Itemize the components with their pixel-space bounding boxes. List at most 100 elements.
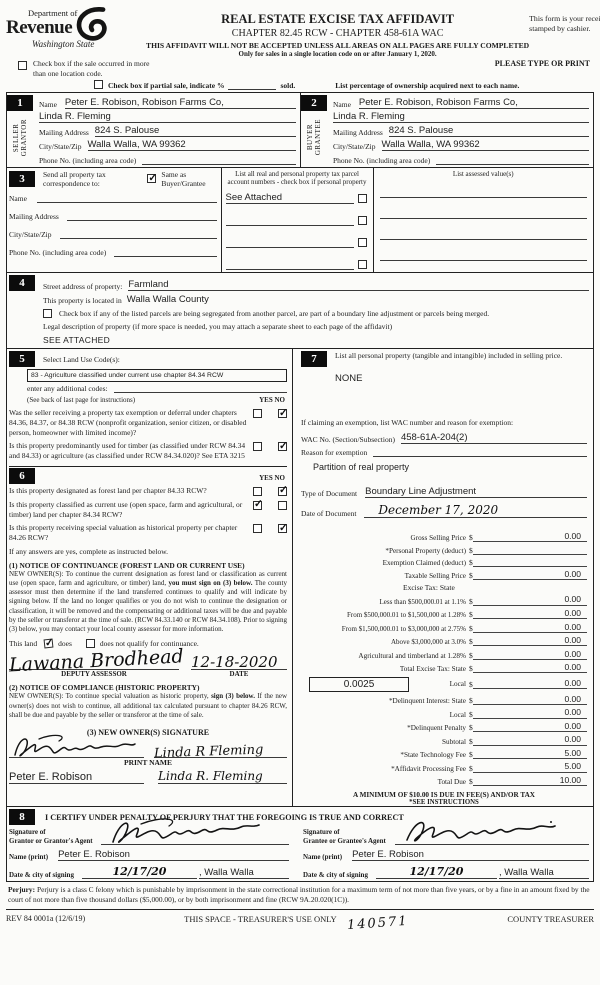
grantee-date-city-label: Date & city of signing: [303, 871, 368, 880]
delinq-interest-local-label: Local: [449, 710, 466, 719]
certify-statement: I CERTIFY UNDER PENALTY OF PERJURY THAT …: [45, 812, 404, 822]
minimum-due-note: A MINIMUM OF $10.00 IS DUE IN FEE(S) AND…: [353, 791, 535, 800]
correspondence-label: Send all property tax correspondence to:: [43, 169, 106, 188]
street-address-value: Farmland: [128, 279, 589, 291]
reason-exemption-line: [373, 448, 587, 457]
logo-dept-text: Department of: [28, 8, 78, 18]
grantor-name-print-value: Peter E. Robison: [58, 849, 289, 862]
delinq-penalty-label: *Delinquent Penalty: [407, 724, 466, 733]
parcel-numbers-column: List all real and personal property tax …: [220, 167, 373, 272]
segregated-label: Check box if any of the listed parcels a…: [59, 309, 490, 318]
partial-sale-sold-label: sold.: [280, 80, 296, 90]
currency-sign: $: [469, 533, 473, 543]
grantor-signature-image: [112, 818, 260, 844]
grantee-date-value: 12/17/20: [375, 865, 497, 880]
parcel-row3-line: [225, 239, 354, 248]
notice-compliance-body: NEW OWNER(S): To continue special valuat…: [9, 692, 287, 719]
agricultural-label: Agricultural and timberland at 1.28%: [358, 651, 466, 660]
taxable-selling-price-amount: 0.00: [472, 569, 587, 581]
parcel-row1-checkbox: [357, 194, 367, 203]
multi-location-label: Check box if the sale occurred in more t…: [33, 59, 150, 78]
partial-sale-percent-line: [228, 82, 277, 90]
currency-sign: $: [469, 696, 473, 706]
assessed-row1-line: [379, 178, 587, 198]
tier3-label: From $1,500,000.01 to $3,000,000 at 2.75…: [341, 624, 466, 633]
currency-sign: $: [469, 750, 473, 760]
footer: REV 84 0001a (12/6/19) THIS SPACE - TREA…: [6, 914, 594, 933]
reason-exemption-value: Partition of real property: [313, 462, 410, 472]
buyer-phone-label: Phone No. (including area code): [333, 155, 431, 165]
fee-table: Gross Selling Price $0.00 *Personal Prope…: [301, 531, 587, 787]
grantor-city-value: , Walla Walla: [199, 867, 289, 880]
grantee-signature-image: [406, 821, 556, 842]
see-instructions-note: *SEE INSTRUCTIONS: [409, 799, 479, 807]
section-4-number: 4: [9, 275, 35, 291]
currency-sign: $: [469, 557, 473, 567]
buyer-name-value2: Linda R. Fleming: [333, 111, 589, 123]
currency-sign: $: [469, 545, 473, 555]
section-1-seller: 1 SELLER GRANTOR Name Peter E. Robison, R…: [7, 93, 300, 167]
s6-question-2: Is this property classified as current u…: [9, 499, 243, 519]
logo-revenue-text: Revenue: [6, 17, 73, 38]
s5-question-1: Was the seller receiving a property tax …: [9, 408, 247, 437]
currency-sign: $: [469, 763, 473, 773]
seller-city-value: Walla Walla, WA 99362: [87, 139, 296, 151]
tier4-label: Above $3,000,000 at 3.0%: [390, 638, 466, 647]
notice-continuance-body: NEW OWNER(S): To continue the current de…: [9, 569, 287, 634]
section-2-number: 2: [301, 94, 327, 111]
buyer-mailing-label: Mailing Address: [333, 127, 383, 137]
currency-sign: $: [469, 777, 473, 787]
delinq-interest-state-label: *Delinquent Interest: State: [388, 697, 466, 706]
personal-property-label: List all personal property (tangible and…: [335, 351, 563, 360]
same-as-buyer-checkbox: [147, 172, 157, 184]
local-tax-amount: 0.00: [472, 678, 587, 690]
partial-sale-checkbox: [94, 79, 103, 89]
agricultural-amount: 0.00: [472, 649, 587, 660]
print-name-2-line: [158, 783, 287, 785]
s5-q1-no-checkbox: [278, 407, 288, 419]
form-subtitle: CHAPTER 82.45 RCW - CHAPTER 458-61A WAC: [231, 28, 444, 39]
exemption-claimed-amount: [472, 565, 587, 567]
legal-description-label: Legal description of property (if more s…: [43, 322, 393, 331]
tier1-amount: 0.00: [472, 595, 587, 606]
seller-city-label: City/State/Zip: [39, 141, 82, 151]
owner2-signature-line: [154, 757, 287, 759]
seller-mailing-label: Mailing Address: [39, 127, 89, 137]
buyer-name-value: Peter E. Robison, Robison Farms Co,: [358, 97, 589, 109]
see-back-note: (See back of last page for instructions): [27, 396, 136, 404]
currency-sign: $: [469, 610, 473, 620]
state-tech-fee-amount: 5.00: [472, 748, 587, 760]
buyer-phone-line: [436, 156, 589, 165]
corr-phone-label: Phone No. (including area code): [9, 247, 107, 257]
s6-q2-no-checkbox: [278, 500, 287, 510]
county-treasurer-label: COUNTY TREASURER: [507, 914, 594, 925]
tier1-label: Less than $500,000.01 at 1.1%: [379, 597, 466, 606]
print-name-1-line: [9, 783, 144, 785]
affidavit-processing-fee-amount: 5.00: [472, 762, 587, 773]
no-header: NO: [274, 396, 286, 404]
print-name-2: Linda R. Fleming: [158, 769, 263, 784]
grantee-name-print-value: Peter E. Robison: [352, 849, 589, 862]
perjury-text: Perjury is a class C felony which is pun…: [8, 885, 590, 905]
s5-q2-no-checkbox: [278, 440, 288, 452]
subtotal-amount: 0.00: [472, 735, 587, 746]
deputy-signature-line: [9, 669, 179, 671]
s6-yes-header: YES: [259, 473, 273, 482]
local-tax-label: Local: [449, 680, 466, 689]
owner1-signature-image: [14, 734, 136, 757]
multi-location-checkbox: [18, 61, 27, 70]
date-of-document-label: Date of Document: [301, 509, 357, 518]
s6-instruction: If any answers are yes, complete as inst…: [9, 546, 169, 556]
personal-property-value: NONE: [335, 373, 363, 384]
corr-name-label: Name: [9, 193, 27, 203]
qualify-doesnot-checkbox: [85, 639, 95, 649]
qualify-pre-label: This land: [9, 639, 38, 649]
print-name-label: PRINT NAME: [124, 758, 172, 768]
section-8-number: 8: [9, 809, 35, 826]
owner1-signature-line: [9, 757, 144, 759]
corr-name-line: [36, 194, 217, 203]
logo-state-text: Washington State: [32, 39, 95, 49]
buyer-grantee-vertical-label: BUYER GRANTEE: [305, 118, 322, 155]
grantee-city-value: , Walla Walla: [499, 867, 589, 880]
section-3-number: 3: [9, 170, 35, 187]
